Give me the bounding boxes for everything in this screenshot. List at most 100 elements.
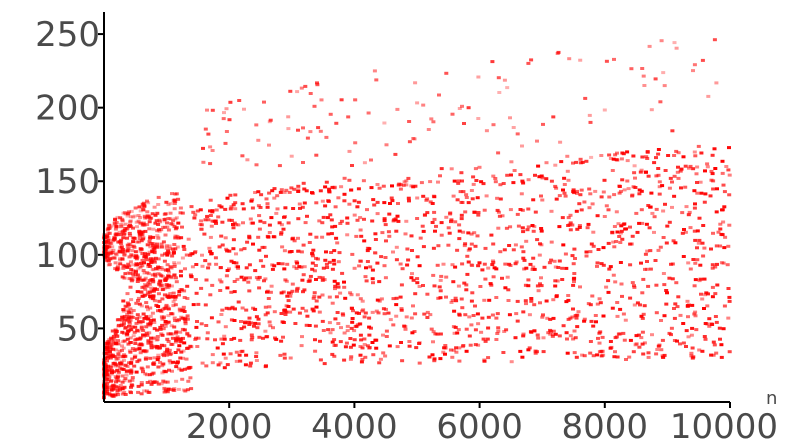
data-point [161, 287, 166, 291]
data-point [601, 246, 606, 250]
data-point [265, 202, 270, 206]
data-point [706, 94, 711, 98]
data-point [157, 229, 162, 233]
data-point [453, 265, 458, 269]
data-point [127, 324, 131, 328]
data-point [672, 194, 677, 198]
data-point [173, 217, 178, 221]
data-point [469, 242, 474, 246]
data-point [456, 284, 461, 288]
data-point [462, 244, 467, 248]
data-point [582, 319, 587, 323]
data-point [639, 336, 644, 340]
data-point [657, 192, 662, 196]
data-point [535, 333, 540, 337]
y-tick-label: 100 [35, 236, 100, 276]
data-point [168, 247, 173, 251]
data-point [159, 245, 164, 249]
data-point [171, 304, 176, 308]
data-point [135, 329, 140, 333]
data-point [114, 357, 119, 361]
data-point [483, 277, 488, 281]
data-point [608, 265, 613, 269]
data-point [400, 359, 405, 363]
data-point [222, 337, 227, 341]
data-point [159, 343, 164, 347]
data-point [151, 318, 156, 322]
data-point [526, 178, 531, 182]
data-point [522, 267, 527, 271]
data-point [663, 169, 668, 172]
data-point [213, 338, 217, 342]
data-point [539, 276, 543, 280]
data-point [279, 232, 284, 236]
data-point [571, 262, 576, 266]
data-point [128, 318, 133, 322]
data-point [393, 152, 398, 156]
data-point [572, 272, 577, 275]
data-point [199, 223, 204, 227]
data-point [595, 302, 600, 306]
data-point [158, 279, 163, 283]
data-point [256, 190, 261, 194]
data-point [636, 333, 641, 337]
data-point [621, 223, 626, 226]
data-point [642, 84, 647, 87]
data-point [156, 237, 161, 240]
data-point [253, 321, 258, 325]
data-point [374, 78, 379, 82]
data-point [149, 336, 153, 340]
data-point [149, 216, 154, 220]
data-point [142, 261, 146, 265]
data-point [295, 287, 300, 291]
data-point [342, 176, 347, 180]
data-point [383, 276, 388, 280]
data-point [684, 205, 689, 209]
data-point [497, 214, 502, 218]
data-point [285, 262, 290, 266]
data-point [164, 200, 169, 204]
data-point [607, 153, 612, 157]
data-point [196, 302, 201, 306]
data-point [630, 194, 635, 198]
data-point [336, 285, 341, 289]
data-point [703, 337, 708, 341]
data-point [620, 237, 625, 241]
data-point [128, 322, 132, 326]
data-point [159, 228, 164, 232]
data-point [145, 199, 149, 203]
data-point [135, 360, 140, 364]
data-point [717, 326, 722, 330]
data-point [711, 231, 715, 235]
data-point [316, 126, 321, 130]
data-point [120, 392, 125, 396]
data-point [180, 316, 185, 320]
data-point [155, 335, 160, 338]
data-point [522, 258, 527, 262]
data-point [509, 360, 514, 364]
data-point [595, 214, 600, 218]
data-point [315, 83, 320, 87]
data-point [222, 111, 226, 115]
data-point [688, 226, 693, 230]
data-point [108, 262, 112, 266]
data-point [253, 269, 258, 273]
data-point [518, 208, 523, 211]
data-point [395, 214, 400, 218]
data-point [111, 334, 116, 338]
data-point [172, 261, 177, 265]
data-point [286, 127, 291, 131]
data-point [515, 299, 520, 303]
data-point [540, 315, 545, 319]
data-point [335, 241, 340, 245]
data-point [443, 344, 448, 347]
data-point [107, 231, 112, 235]
data-point [373, 232, 378, 236]
data-point [489, 283, 494, 287]
x-axis-ticks: 2000 4000 6000 8000 10000 [186, 402, 778, 440]
data-point [159, 332, 164, 336]
data-point [152, 321, 157, 324]
data-point [528, 262, 533, 266]
data-point [332, 185, 337, 189]
